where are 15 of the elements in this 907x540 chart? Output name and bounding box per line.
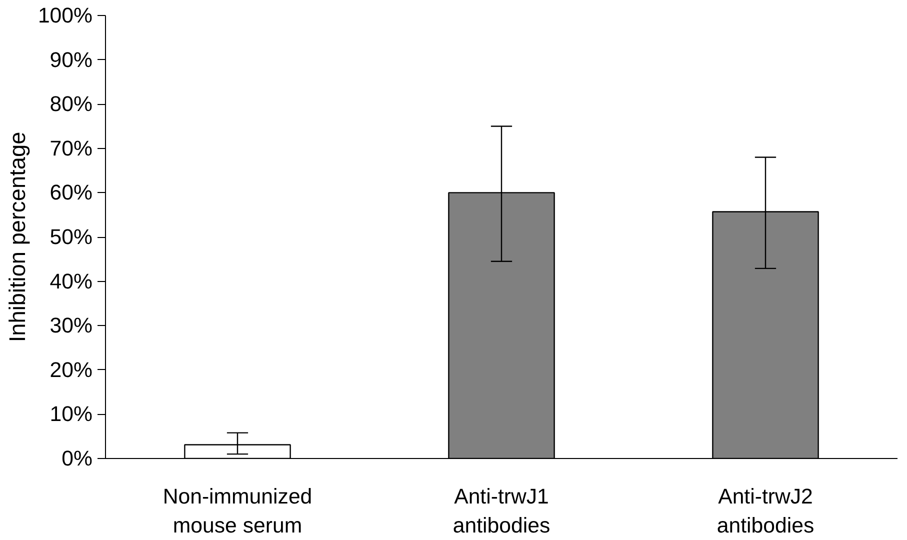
y-axis-title: Inhibition percentage bbox=[4, 132, 30, 342]
y-tick-label: 30% bbox=[50, 314, 93, 338]
x-tick-label: Anti-trwJ1 antibodies bbox=[452, 484, 550, 538]
x-tick-label: Anti-trwJ2 antibodies bbox=[716, 484, 814, 538]
y-tick-label: 60% bbox=[50, 180, 93, 205]
x-tick-label: Non-immunized mouse serum bbox=[162, 484, 312, 538]
y-tick-label: 0% bbox=[62, 446, 93, 470]
y-tick-label: 20% bbox=[50, 358, 93, 382]
y-tick-label: 50% bbox=[50, 225, 93, 249]
y-tick-label: 100% bbox=[38, 4, 93, 28]
y-tick-label: 70% bbox=[50, 136, 93, 160]
y-tick-label: 40% bbox=[50, 269, 93, 294]
y-tick-label: 10% bbox=[50, 402, 93, 426]
y-tick-label: 90% bbox=[50, 48, 93, 72]
y-tick-label: 80% bbox=[50, 92, 93, 116]
